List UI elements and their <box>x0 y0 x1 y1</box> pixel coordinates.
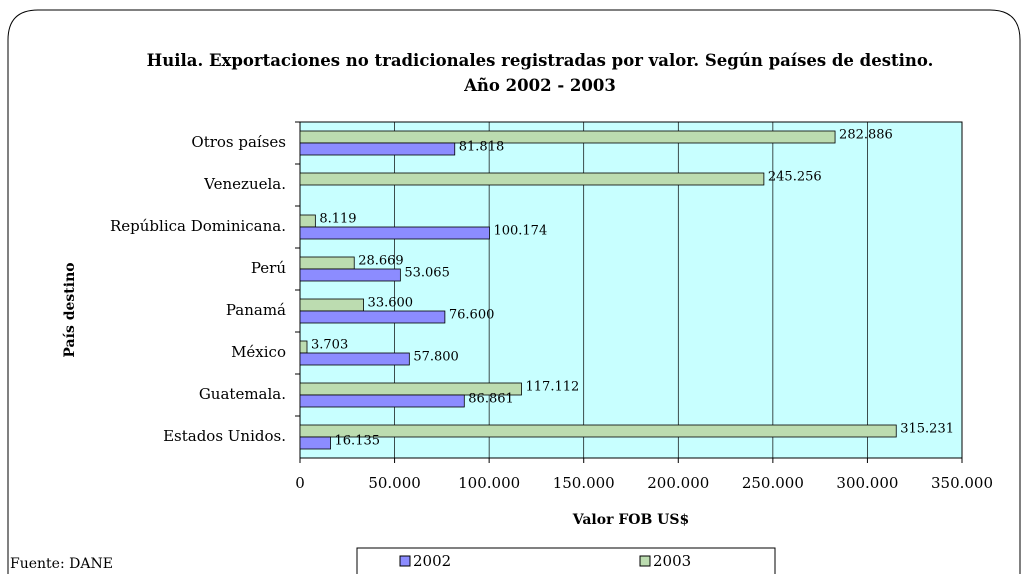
legend-label: 2003 <box>653 552 691 570</box>
x-tick-label: 350.000 <box>931 474 993 492</box>
value-label: 33.600 <box>368 296 414 311</box>
bar <box>299 436 331 450</box>
y-tick-label: República Dominicana. <box>110 217 286 235</box>
value-label: 16.135 <box>335 434 381 449</box>
value-label: 81.818 <box>459 140 505 155</box>
x-tick-label: 0 <box>295 474 305 492</box>
bar <box>299 130 836 144</box>
bar <box>299 172 765 186</box>
bar <box>299 142 456 156</box>
y-tick-label: Guatemala. <box>199 385 286 403</box>
value-label: 315.231 <box>900 422 954 437</box>
value-label: 245.256 <box>768 170 822 185</box>
legend <box>356 547 776 574</box>
bar <box>299 340 308 354</box>
bar <box>299 214 316 228</box>
bar <box>299 394 465 408</box>
x-tick-label: 150.000 <box>553 474 615 492</box>
y-tick-label: México <box>231 343 286 361</box>
bar <box>299 256 355 270</box>
bar <box>299 310 446 324</box>
y-tick-label: Perú <box>251 259 286 277</box>
bar <box>299 268 401 282</box>
y-tick-label: Venezuela. <box>203 175 286 193</box>
y-tick-label: Panamá <box>226 301 286 319</box>
source: Fuente: DANE <box>10 556 113 572</box>
x-axis-title: Valor FOB US$ <box>572 512 689 528</box>
value-label: 3.703 <box>311 338 348 353</box>
value-label: 53.065 <box>404 266 450 281</box>
value-label: 8.119 <box>319 212 356 227</box>
y-axis-title: País destino <box>62 262 78 357</box>
frame <box>7 9 1021 574</box>
plot-area <box>299 121 963 459</box>
value-label: 57.800 <box>413 350 459 365</box>
x-tick-label: 200.000 <box>647 474 709 492</box>
value-label: 28.669 <box>358 254 404 269</box>
value-label: 117.112 <box>526 380 580 395</box>
bar <box>299 298 364 312</box>
bar <box>299 352 410 366</box>
legend-swatch <box>639 555 651 567</box>
x-tick-label: 50.000 <box>368 474 421 492</box>
legend-swatch <box>399 555 411 567</box>
x-tick-label: 250.000 <box>742 474 804 492</box>
value-label: 282.886 <box>839 128 893 143</box>
value-label: 86.861 <box>468 392 514 407</box>
y-tick-label: Otros países <box>191 133 286 151</box>
chart-title: Huila. Exportaciones no tradicionales re… <box>146 51 934 95</box>
bar <box>299 424 897 438</box>
x-tick-label: 100.000 <box>458 474 520 492</box>
x-tick-label: 300.000 <box>836 474 898 492</box>
value-label: 76.600 <box>449 308 495 323</box>
y-tick-label: Estados Unidos. <box>163 427 286 445</box>
legend-label: 2002 <box>413 552 451 570</box>
bar <box>299 226 490 240</box>
value-label: 100.174 <box>493 224 547 239</box>
